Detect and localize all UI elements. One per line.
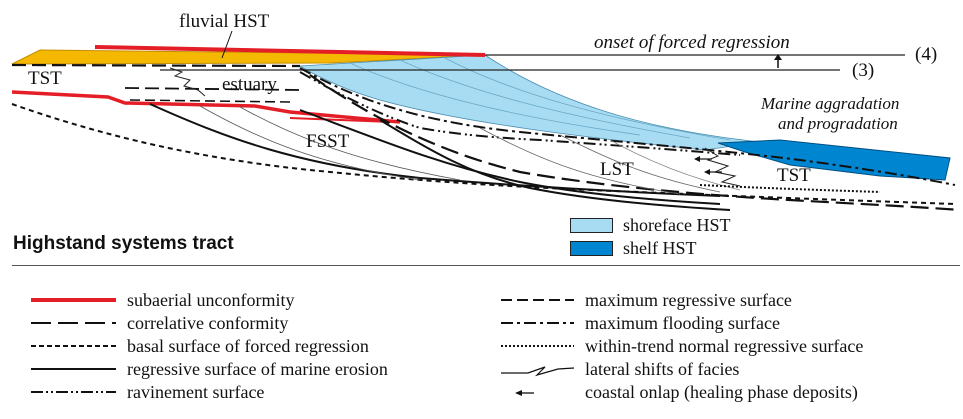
legend-label-lateral-shifts: lateral shifts of facies	[585, 359, 740, 379]
maximum-regressive-surface-top	[11, 63, 301, 68]
label-3: (3)	[852, 60, 875, 81]
legend-symbols	[31, 298, 575, 396]
maximum-regressive-surface-mid	[124, 87, 301, 91]
shelf-hst-swatch	[570, 241, 613, 256]
clinoform-line	[444, 57, 731, 141]
sea-level-rise-arrowhead	[774, 54, 782, 60]
lateral-facies-shift-estuary	[169, 67, 206, 97]
legend-label-coastal-onlap: coastal onlap (healing phase deposits)	[585, 382, 858, 402]
label-marine-aggradation: Marine aggradation	[761, 94, 900, 113]
legend-label-maximum-regressive: maximum regressive surface	[585, 290, 792, 310]
label-estuary: estuary	[222, 74, 277, 95]
subaerial-unconformity-upper	[94, 45, 486, 57]
legend-label-within-trend: within-trend normal regressive surface	[585, 336, 864, 356]
shelf-hst-key-label: shelf HST	[623, 238, 697, 258]
clinoform-line	[349, 62, 641, 136]
label-fsst: FSST	[306, 131, 350, 152]
correlative-conformity	[309, 74, 961, 212]
legend-label-subaerial-unconformity: subaerial unconformity	[127, 290, 295, 310]
shoreface-hst-swatch	[570, 218, 613, 233]
label-lst: LST	[600, 159, 634, 180]
clinoform-line	[399, 59, 691, 139]
coastal-onlap-arrowhead	[704, 169, 710, 175]
legend-label-basal-surface: basal surface of forced regression	[127, 336, 369, 356]
legend-label-regressive-erosion: regressive surface of marine erosion	[127, 359, 388, 379]
label-tst-right: TST	[777, 165, 811, 186]
label-and-progradation: and progradation	[778, 114, 898, 133]
regressive-surface-marine-erosion-1	[149, 103, 721, 197]
legend-label-correlative-conformity: correlative conformity	[127, 313, 289, 333]
lst-clinoform	[609, 139, 741, 191]
within-trend-normal-regressive-surface	[699, 184, 881, 193]
legend-symbol-onlap-arrowhead	[515, 390, 522, 396]
label-tst-left: TST	[28, 68, 62, 89]
legend-label-maximum-flooding: maximum flooding surface	[585, 313, 780, 333]
legend-label-ravinement: ravinement surface	[127, 382, 265, 402]
basal-surface-forced-regression	[11, 103, 956, 205]
fsst-clinoform	[239, 106, 461, 181]
panel-title: Highstand systems tract	[13, 233, 234, 254]
label-onset-forced-regression: onset of forced regression	[594, 32, 790, 53]
label-4: (4)	[915, 44, 938, 65]
sequence-stratigraphy-diagram	[11, 30, 961, 212]
maximum-flooding-surface	[299, 67, 956, 186]
fluvial-hst-leader	[221, 30, 233, 59]
shoreface-hst-body	[298, 54, 761, 151]
lst-clinoform	[559, 134, 721, 193]
regressive-surface-marine-erosion-2	[299, 109, 721, 205]
fsst-clinoform	[199, 105, 421, 181]
label-fluvial-hst: fluvial HST	[179, 11, 270, 32]
coastal-onlap-arrowhead	[694, 156, 700, 162]
ravinement-surface	[299, 71, 741, 156]
legend-symbol-lateral-shifts	[501, 366, 575, 377]
divider	[12, 265, 960, 266]
lateral-facies-shift-shelf	[704, 147, 741, 187]
shelf-hst-body	[717, 139, 951, 181]
maximum-regressive-surface-mid-2	[129, 99, 291, 103]
shoreface-hst-key-label: shoreface HST	[623, 215, 731, 235]
subaerial-unconformity-lower-2	[289, 117, 391, 123]
lst-clinoform	[479, 127, 681, 195]
regressive-surface-marine-erosion-3	[379, 119, 731, 211]
